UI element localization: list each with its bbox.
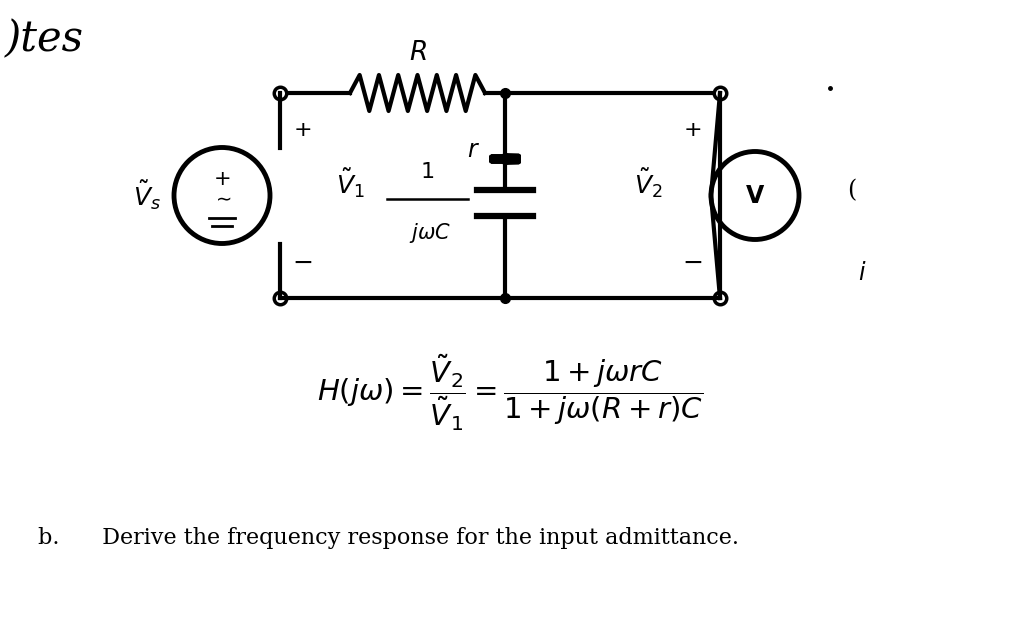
Text: $\tilde{V}_2$: $\tilde{V}_2$ [634,167,663,200]
Text: $\tilde{V}_1$: $\tilde{V}_1$ [336,167,365,200]
Text: (: ( [848,179,857,202]
Text: $-$: $-$ [292,249,312,274]
Text: )tes: )tes [5,18,84,60]
Text: $+$: $+$ [293,119,311,139]
Text: $r$: $r$ [467,139,480,163]
Text: $-$: $-$ [682,249,702,274]
Text: $\mathbf{V}$: $\mathbf{V}$ [744,183,765,207]
Text: $R$: $R$ [409,40,426,65]
Text: $1$: $1$ [421,161,434,183]
Text: $H(j\omega) = \dfrac{\tilde{V}_2}{\tilde{V}_1} = \dfrac{1 + j\omega r C}{1 + j\o: $H(j\omega) = \dfrac{\tilde{V}_2}{\tilde… [317,353,703,433]
Text: $+$: $+$ [213,168,230,188]
Text: b.      Derive the frequency response for the input admittance.: b. Derive the frequency response for the… [38,527,739,549]
Text: $i$: $i$ [858,261,866,284]
Text: $j\omega C$: $j\omega C$ [410,221,452,245]
Text: $\sim$: $\sim$ [212,188,232,207]
Text: $\tilde{V}_s$: $\tilde{V}_s$ [133,179,161,212]
Text: $+$: $+$ [683,119,701,139]
